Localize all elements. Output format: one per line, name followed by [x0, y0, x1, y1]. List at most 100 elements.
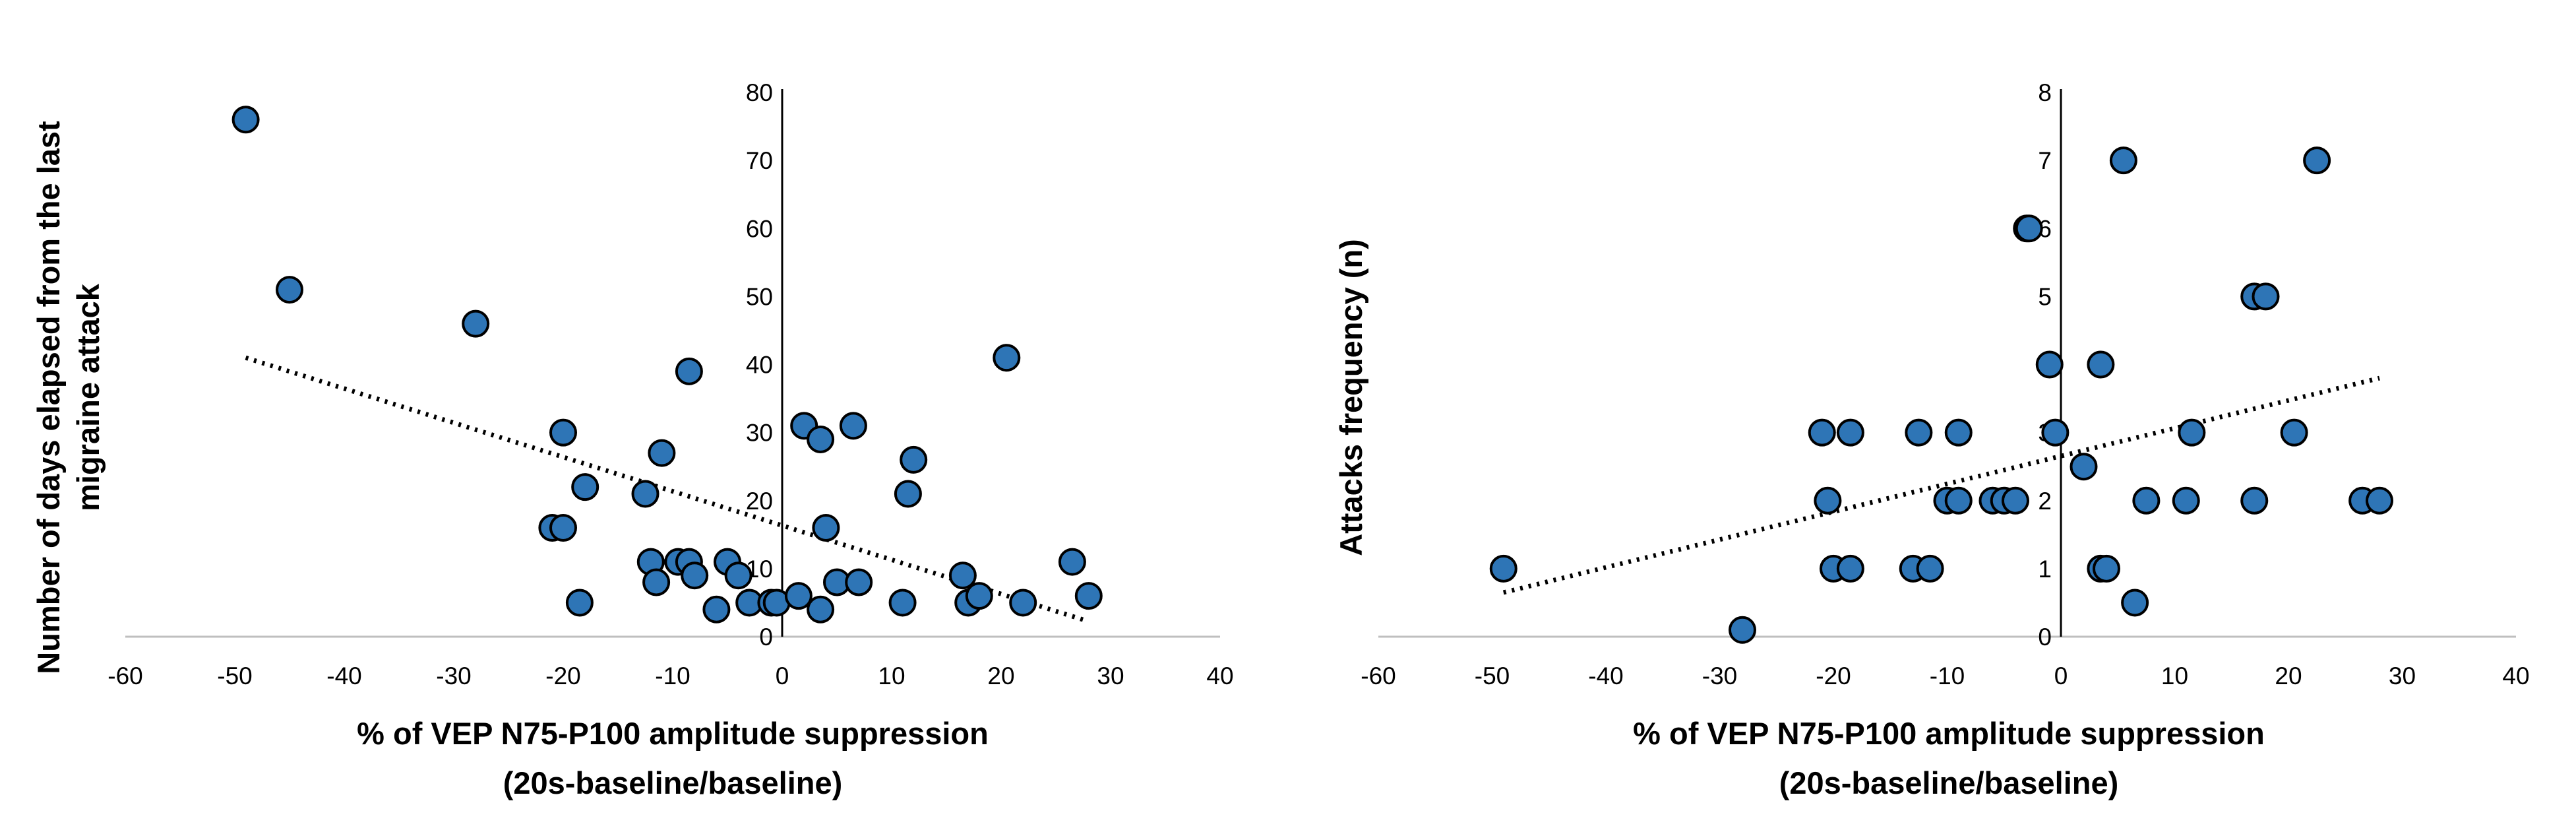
- x-tick-label: 20: [987, 662, 1014, 689]
- data-point: [631, 480, 659, 508]
- x-axis-title: % of VEP N75-P100 amplitude suppression: [357, 716, 989, 751]
- y-tick-label: 0: [759, 624, 773, 651]
- x-tick-label: -40: [1588, 662, 1623, 689]
- x-tick-label: 0: [2054, 662, 2068, 689]
- data-point: [845, 568, 873, 596]
- data-point: [784, 582, 813, 610]
- y-tick-label: 40: [746, 352, 773, 379]
- data-point: [681, 561, 709, 590]
- y-tick-label: 8: [2038, 79, 2052, 106]
- trendline: [245, 355, 1084, 622]
- data-point: [2015, 214, 2043, 243]
- data-point: [807, 595, 835, 624]
- data-point: [276, 276, 303, 304]
- data-point: [2035, 350, 2064, 379]
- data-point: [2366, 486, 2393, 515]
- chart-days-since-attack: -60 -50 -40 -30 -20 -10 0 10 20 30 400102030405060…: [31, 79, 1234, 800]
- data-point: [1836, 554, 1864, 583]
- x-tick-label: -50: [1475, 662, 1510, 689]
- data-point: [1489, 554, 1518, 583]
- data-point: [231, 106, 260, 134]
- x-tick-label: 30: [1097, 662, 1124, 689]
- data-point: [2240, 486, 2269, 515]
- x-tick-label: -50: [217, 662, 252, 689]
- y-axis-title: Attacks frequency (n): [1334, 239, 1368, 556]
- x-tick-label: 40: [2502, 662, 2529, 689]
- data-point: [2252, 282, 2280, 311]
- x-tick-label: 30: [2389, 662, 2416, 689]
- x-tick-label: 0: [776, 662, 789, 689]
- x-axis-title: (20s-baseline/baseline): [1779, 765, 2119, 800]
- y-axis-title: migraine attack: [71, 283, 106, 511]
- data-point: [702, 595, 731, 624]
- data-point: [549, 514, 577, 542]
- data-point: [1814, 486, 1842, 515]
- y-tick-label: 50: [746, 283, 773, 310]
- data-point: [1944, 418, 1973, 447]
- x-tick-label: 10: [878, 662, 905, 689]
- data-point: [888, 589, 917, 617]
- data-point: [894, 480, 922, 508]
- x-axis-title: (20s-baseline/baseline): [503, 765, 843, 800]
- x-tick-label: -20: [1816, 662, 1851, 689]
- data-point: [571, 473, 599, 501]
- data-point: [549, 418, 577, 447]
- data-point: [462, 309, 490, 338]
- data-point: [965, 582, 993, 610]
- data-point: [675, 357, 703, 385]
- y-tick-label: 80: [746, 79, 773, 106]
- y-axis-title: Number of days elapsed from the last: [31, 121, 66, 674]
- x-tick-label: -60: [107, 662, 142, 689]
- data-point: [2070, 453, 2098, 481]
- x-tick-label: 40: [1206, 662, 1233, 689]
- y-tick-label: 0: [2038, 624, 2052, 651]
- x-tick-label: -60: [1361, 662, 1395, 689]
- chart-attacks-frequency: -60-50-40-30-20-10010203040012345678% of…: [1334, 79, 2530, 800]
- data-point: [1944, 486, 1973, 515]
- data-point: [1916, 554, 1944, 583]
- data-point: [2002, 486, 2029, 515]
- data-point: [948, 561, 977, 590]
- x-tick-label: -40: [326, 662, 361, 689]
- data-point: [2172, 486, 2200, 515]
- data-point: [2280, 418, 2308, 447]
- y-tick-label: 20: [746, 488, 773, 515]
- y-tick-label: 7: [2038, 147, 2052, 174]
- x-tick-label: 20: [2275, 662, 2302, 689]
- data-point: [1009, 589, 1037, 617]
- y-tick-label: 5: [2038, 283, 2052, 310]
- x-tick-label: -20: [545, 662, 580, 689]
- data-point: [1058, 548, 1086, 576]
- data-point: [1836, 418, 1864, 447]
- y-tick-label: 30: [746, 420, 773, 447]
- data-point: [2041, 418, 2070, 447]
- data-point: [2109, 146, 2137, 175]
- data-point: [993, 344, 1021, 372]
- x-tick-label: 10: [2161, 662, 2188, 689]
- data-point: [2303, 146, 2331, 175]
- data-point: [642, 568, 671, 596]
- data-point: [807, 425, 835, 453]
- data-point: [1074, 582, 1103, 610]
- data-point: [2178, 418, 2206, 447]
- data-point: [2087, 350, 2115, 379]
- data-point: [2132, 486, 2161, 515]
- x-tick-label: -10: [1930, 662, 1965, 689]
- data-point: [648, 439, 676, 467]
- x-tick-label: -10: [655, 662, 690, 689]
- y-tick-label: 70: [746, 147, 773, 174]
- y-tick-label: 2: [2038, 488, 2052, 515]
- data-point: [1808, 418, 1836, 447]
- y-tick-label: 6: [2038, 215, 2052, 242]
- data-point: [2093, 554, 2120, 583]
- data-point: [565, 589, 594, 617]
- y-tick-label: 60: [746, 215, 773, 242]
- y-tick-label: 1: [2038, 556, 2052, 583]
- data-point: [724, 561, 752, 590]
- data-point: [839, 412, 867, 440]
- x-tick-label: -30: [1702, 662, 1737, 689]
- data-point: [812, 514, 840, 542]
- data-point: [2121, 589, 2149, 617]
